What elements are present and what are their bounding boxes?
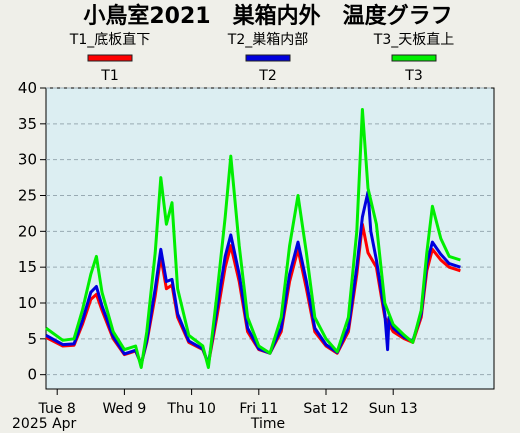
- y-tick-label: 10: [18, 294, 37, 312]
- y-tick-label: 35: [18, 115, 37, 133]
- legend: T1_底板直下 T1 T2_巣箱内部 T2 T3_天板直上 T3: [69, 31, 454, 84]
- x-tick-label: Wed 9: [102, 401, 146, 417]
- series-layer: [45, 108, 461, 369]
- x-tick-label: Fri 11: [239, 401, 278, 417]
- legend-header-t1: T1_底板直下: [69, 31, 150, 48]
- x-tick-label: Sun 13: [369, 401, 418, 417]
- grid: [46, 87, 494, 376]
- y-tick-label: 5: [27, 330, 37, 348]
- y-tick-label: 25: [18, 187, 37, 205]
- legend-label-t2: T2: [258, 68, 276, 84]
- x-tick-label: Tue 8: [38, 401, 76, 417]
- x-axis: Tue 8 Wed 9 Thu 10 Fri 11 Sat 12 Sun 13: [38, 389, 418, 417]
- x-tick-label: Sat 12: [303, 401, 348, 417]
- legend-header-t2: T2_巣箱内部: [227, 32, 308, 48]
- legend-header-t3: T3_天板直上: [373, 31, 454, 48]
- legend-swatch-t1: [87, 54, 133, 62]
- y-tick-label: 0: [27, 366, 37, 384]
- x-tick-label: Thu 10: [166, 401, 216, 417]
- series-t3-line: [45, 108, 461, 369]
- y-tick-label: 30: [18, 151, 37, 169]
- plot-area: [45, 87, 495, 390]
- x-axis-title: Time: [250, 416, 285, 432]
- legend-label-t3: T3: [404, 68, 422, 84]
- y-tick-label: 40: [18, 79, 37, 97]
- y-axis: 0 5 10 15 20 25 30 35 40: [18, 79, 46, 384]
- legend-swatch-t3: [391, 54, 437, 62]
- legend-label-t1: T1: [100, 68, 118, 84]
- date-label: 2025 Apr: [12, 416, 77, 432]
- chart-title: 小鳥室2021 巣箱内外 温度グラフ: [83, 3, 452, 29]
- y-tick-label: 15: [18, 258, 37, 276]
- legend-swatch-t2: [245, 54, 291, 62]
- y-tick-label: 20: [18, 222, 37, 240]
